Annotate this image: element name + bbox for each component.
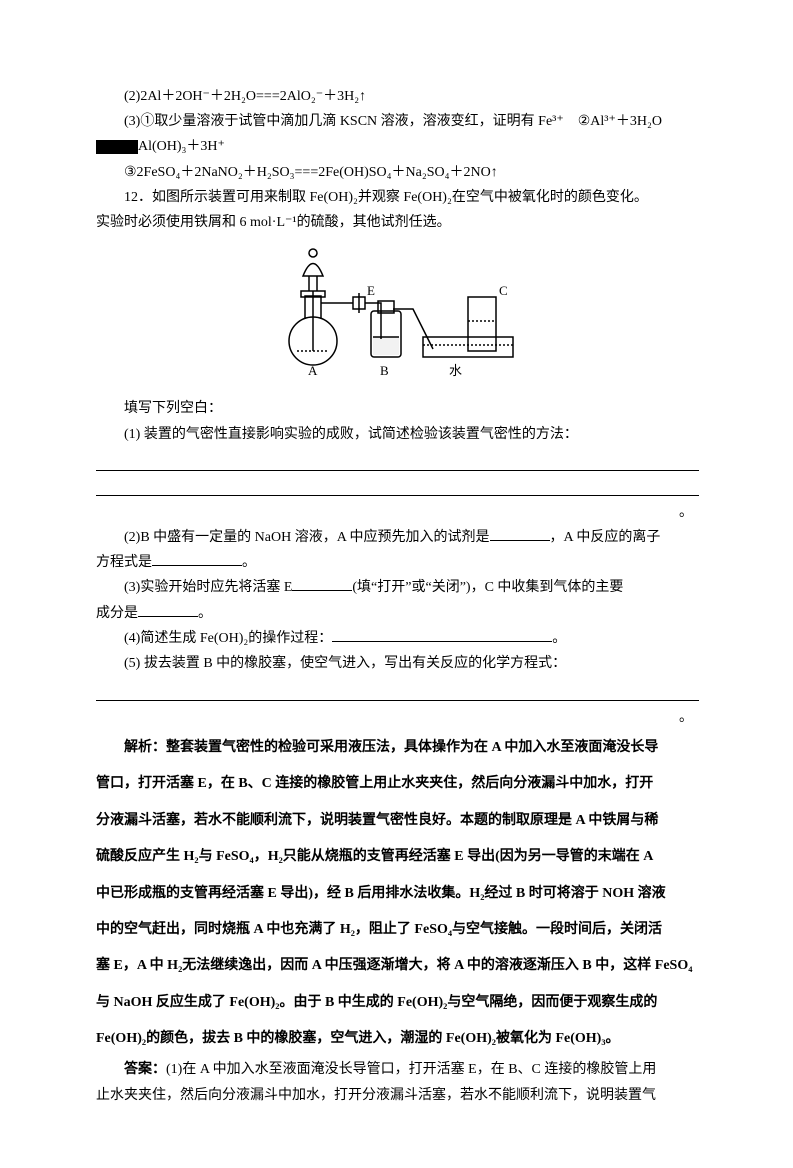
analysis-block: 解析：整套装置气密性的检验可采用液压法，具体操作为在 A 中加入水至液面淹没长导… bbox=[96, 730, 699, 1058]
analysis-line1: 解析：整套装置气密性的检验可采用液压法，具体操作为在 A 中加入水至液面淹没长导 bbox=[96, 730, 699, 766]
analysis-text-7: 塞 E，A 中 H₂无法继续逸出，因而 A 中压强逐渐增大，将 A 中的溶液逐渐… bbox=[96, 948, 699, 984]
analysis-text-8: 与 NaOH 反应生成了 Fe(OH)₂。由于 B 中生成的 Fe(OH)₂与空… bbox=[96, 985, 699, 1021]
q4-text-a: (4)简述生成 Fe(OH)₂的操作过程： bbox=[124, 631, 332, 646]
answer-text-2: 止水夹夹住，然后向分液漏斗中加水，打开分液漏斗活塞，若水不能顺利流下，说明装置气 bbox=[96, 1083, 699, 1108]
label-C: C bbox=[499, 283, 508, 298]
analysis-text-6: 中的空气赶出，同时烧瓶 A 中也充满了 H₂，阻止了 FeSO₄与空气接触。一段… bbox=[96, 912, 699, 948]
question-12-line2: 实验时必须使用铁屑和 6 mol·L⁻¹的硫酸，其他试剂任选。 bbox=[96, 210, 699, 235]
answer-line1: 答案：(1)在 A 中加入水至液面淹没长导管口，打开活塞 E，在 B、C 连接的… bbox=[96, 1057, 699, 1082]
equation-3-2: ③2FeSO₄＋2NaNO₂＋H₂SO₃===2Fe(OH)SO₄＋Na₂SO₄… bbox=[96, 160, 699, 185]
q2-text-a: (2)B 中盛有一定量的 NaOH 溶液，A 中应预先加入的试剂是 bbox=[124, 530, 490, 545]
q3-text-b: (填“打开”或“关闭”)，C 中收集到气体的主要 bbox=[352, 580, 623, 595]
q3-line1: (3)实验开始时应先将活塞 E (填“打开”或“关闭”)，C 中收集到气体的主要 bbox=[96, 575, 699, 600]
q2-blank2 bbox=[152, 551, 242, 566]
q2-line1: (2)B 中盛有一定量的 NaOH 溶液，A 中应预先加入的试剂是 ，A 中反应的… bbox=[96, 525, 699, 550]
q1-text: (1) 装置的气密性直接影响实验的成败，试简述检验该装置气密性的方法： bbox=[96, 422, 699, 447]
q2-line2: 方程式是。 bbox=[96, 550, 699, 575]
analysis-text-9: Fe(OH)₂的颜色，拔去 B 中的橡胶塞，空气进入，潮湿的 Fe(OH)₂被氧… bbox=[96, 1021, 699, 1057]
analysis-text-3: 分液漏斗活塞，若水不能顺利流下，说明装置气密性良好。本题的制取原理是 A 中铁屑… bbox=[96, 803, 699, 839]
equation-3-line2: Al(OH)₃＋3H⁺ bbox=[96, 134, 699, 159]
q4-line: (4)简述生成 Fe(OH)₂的操作过程：。 bbox=[96, 626, 699, 651]
answer-text-1: (1)在 A 中加入水至液面淹没长导管口，打开活塞 E，在 B、C 连接的橡胶管… bbox=[166, 1062, 656, 1077]
fill-blank-heading: 填写下列空白： bbox=[96, 396, 699, 421]
label-A: A bbox=[308, 363, 318, 378]
q2-text-c: 方程式是 bbox=[96, 555, 152, 570]
analysis-text-1: 整套装置气密性的检验可采用液压法，具体操作为在 A 中加入水至液面淹没长导 bbox=[166, 740, 658, 755]
q3-blank1 bbox=[292, 576, 352, 591]
q5-blank-line bbox=[96, 680, 699, 701]
q1-blank-line1 bbox=[96, 451, 699, 472]
q3-text-a: (3)实验开始时应先将活塞 E bbox=[124, 580, 292, 595]
page-content: (2)2Al＋2OH⁻＋2H₂O===2AlO₂⁻＋3H₂↑ (3)①取少量溶液… bbox=[0, 0, 793, 1168]
q5-text: (5) 拔去装置 B 中的橡胶塞，使空气进入，写出有关反应的化学方程式： bbox=[96, 651, 699, 676]
q4-blank bbox=[332, 627, 552, 642]
label-water: 水 bbox=[449, 363, 462, 378]
analysis-text-5: 中已形成瓶的支管再经活塞 E 导出)，经 B 后用排水法收集。H₂经过 B 时可… bbox=[96, 876, 699, 912]
q1-blank-line2 bbox=[96, 475, 699, 496]
analysis-text-4: 硫酸反应产生 H₂与 FeSO₄，H₂只能从烧瓶的支管再经活塞 E 导出(因为另… bbox=[96, 839, 699, 875]
question-12-line1: 12．如图所示装置可用来制取 Fe(OH)₂并观察 Fe(OH)₂在空气中被氧化… bbox=[96, 185, 699, 210]
q2-blank1 bbox=[490, 526, 550, 541]
q3-blank2 bbox=[138, 602, 198, 617]
label-E: E bbox=[367, 283, 375, 298]
answer-label: 答案： bbox=[124, 1062, 166, 1077]
apparatus-svg: A B C E 水 bbox=[263, 241, 533, 381]
analysis-text-2: 管口，打开活塞 E，在 B、C 连接的橡胶管上用止水夹夹住，然后向分液漏斗中加水… bbox=[96, 766, 699, 802]
q3-text-c: 成分是 bbox=[96, 606, 138, 621]
q2-text-b: ，A 中反应的离子 bbox=[550, 530, 661, 545]
label-B: B bbox=[380, 363, 389, 378]
equation-3-line1: (3)①取少量溶液于试管中滴加几滴 KSCN 溶液，溶液变红，证明有 Fe³⁺ … bbox=[96, 109, 699, 134]
equation-3-line2-text: Al(OH)₃＋3H⁺ bbox=[138, 139, 225, 154]
q1-terminator: 。 bbox=[96, 500, 699, 525]
q3-line2: 成分是。 bbox=[96, 601, 699, 626]
equation-2: (2)2Al＋2OH⁻＋2H₂O===2AlO₂⁻＋3H₂↑ bbox=[96, 84, 699, 109]
analysis-label: 解析： bbox=[124, 740, 166, 755]
apparatus-diagram: A B C E 水 bbox=[96, 241, 699, 390]
redaction-box bbox=[96, 140, 138, 154]
q5-terminator: 。 bbox=[96, 705, 699, 730]
